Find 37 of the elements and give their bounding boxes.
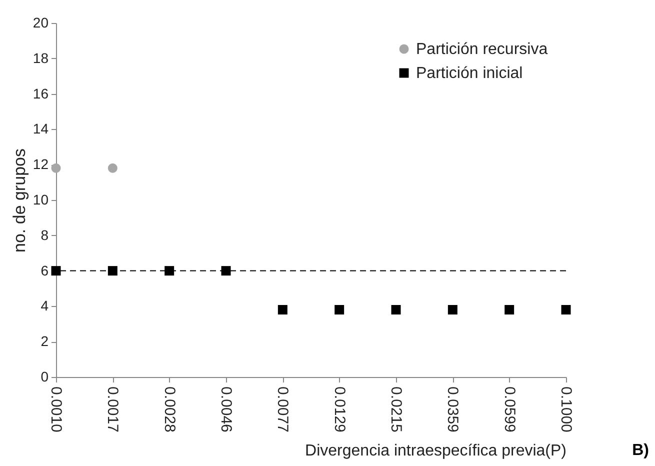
- point: [504, 304, 514, 314]
- y-tick-label: 4: [40, 298, 49, 314]
- legend-label: Partición inicial: [416, 65, 523, 82]
- y-tick-label: 10: [32, 192, 49, 208]
- point: [278, 304, 288, 314]
- point: [51, 163, 61, 173]
- x-tick-label: 0.1000: [558, 386, 574, 432]
- y-tick-label: 18: [32, 50, 49, 66]
- y-axis-title: no. de grupos: [10, 148, 29, 252]
- y-tick-label: 6: [40, 262, 49, 278]
- y-tick-label: 0: [40, 368, 49, 384]
- x-tick-label: 0.0129: [330, 386, 348, 432]
- y-tick-label: 12: [32, 156, 49, 172]
- x-tick-label: 0.0010: [48, 386, 64, 432]
- x-tick-label: 0.0359: [444, 386, 462, 432]
- y-tick-label: 14: [32, 120, 49, 137]
- y-tick-label: 16: [32, 85, 49, 102]
- x-tick-label: 0.0046: [218, 386, 234, 432]
- x-tick-label: 0.0017: [104, 386, 122, 432]
- x-tick-label: 0.0077: [274, 386, 292, 432]
- point: [164, 266, 174, 276]
- point: [561, 304, 571, 314]
- point: [334, 304, 344, 314]
- y-tick-label: 8: [40, 226, 49, 243]
- x-tick-label: 0.0215: [388, 386, 404, 432]
- x-tick-label: 0.0599: [500, 386, 518, 432]
- point: [391, 304, 401, 314]
- y-tick-label: 2: [40, 333, 49, 350]
- point: [108, 163, 118, 173]
- point: [108, 266, 118, 276]
- text: B): [632, 442, 649, 460]
- x-axis-title: Divergencia intraespecífica previa(P): [305, 442, 566, 460]
- legend-label: Partición recursiva: [416, 41, 548, 58]
- point: [51, 266, 61, 276]
- y-tick-label: 20: [32, 14, 49, 30]
- x-tick-label: 0.0028: [160, 386, 178, 432]
- point: [448, 304, 458, 314]
